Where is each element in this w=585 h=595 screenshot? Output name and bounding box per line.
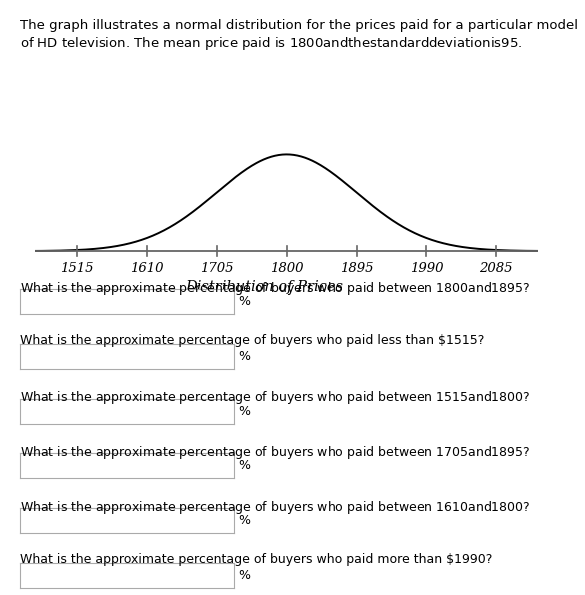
- Text: %: %: [239, 350, 251, 363]
- Text: What is the approximate percentage of buyers who paid between $1705 and $1895?: What is the approximate percentage of bu…: [20, 444, 531, 461]
- Text: 1990: 1990: [410, 262, 443, 275]
- Text: What is the approximate percentage of buyers who paid between $1515 and $1800?: What is the approximate percentage of bu…: [20, 389, 531, 406]
- Text: 1515: 1515: [60, 262, 94, 275]
- Text: Distribution of Prices: Distribution of Prices: [185, 280, 343, 293]
- Text: %: %: [239, 514, 251, 527]
- Text: What is the approximate percentage of buyers who paid between $1610 and $1800?: What is the approximate percentage of bu…: [20, 499, 531, 516]
- Text: 1610: 1610: [130, 262, 164, 275]
- Text: 1705: 1705: [200, 262, 233, 275]
- Text: %: %: [239, 295, 251, 308]
- Text: of HD television. The mean price paid is $1800 and the standard deviation is $95: of HD television. The mean price paid is…: [20, 35, 522, 52]
- Text: 1895: 1895: [340, 262, 373, 275]
- Text: What is the approximate percentage of buyers who paid more than $1990?: What is the approximate percentage of bu…: [20, 553, 493, 566]
- Text: %: %: [239, 405, 251, 418]
- Text: %: %: [239, 459, 251, 472]
- Text: What is the approximate percentage of buyers who paid between $1800 and $1895?: What is the approximate percentage of bu…: [20, 280, 531, 297]
- Text: The graph illustrates a normal distribution for the prices paid for a particular: The graph illustrates a normal distribut…: [20, 19, 579, 32]
- Text: %: %: [239, 569, 251, 582]
- Text: What is the approximate percentage of buyers who paid less than $1515?: What is the approximate percentage of bu…: [20, 334, 485, 347]
- Text: 2085: 2085: [480, 262, 513, 275]
- Text: 1800: 1800: [270, 262, 304, 275]
